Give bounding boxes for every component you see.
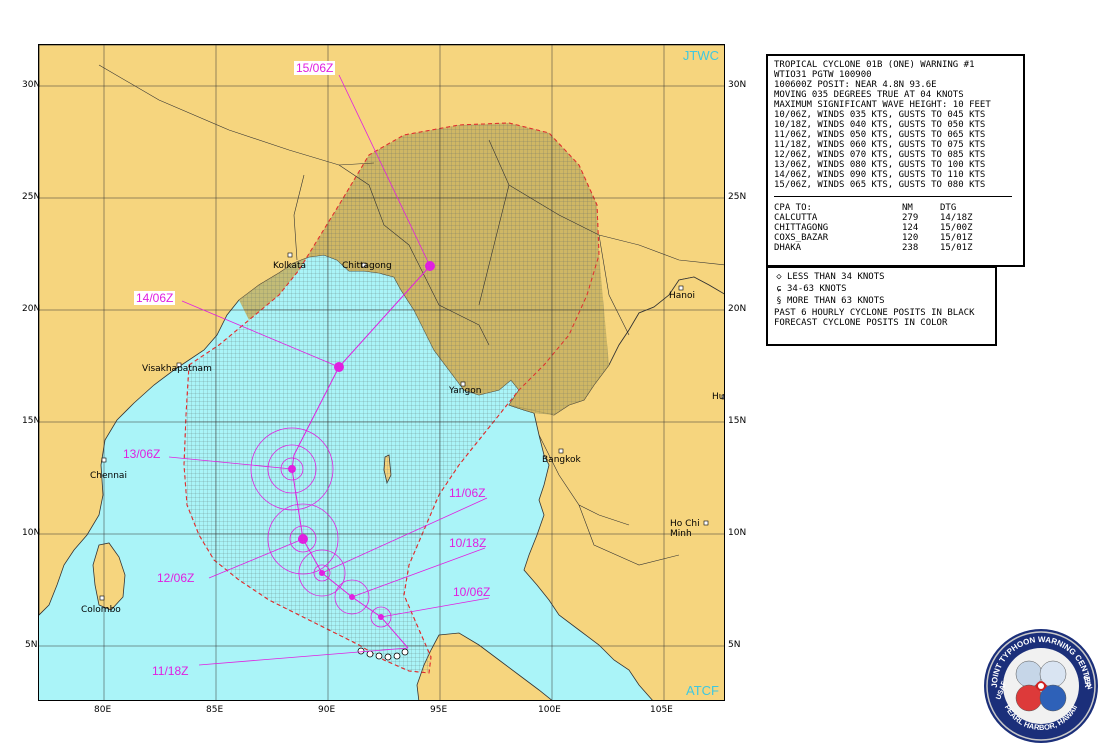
storm-open-icon: ɕ — [776, 284, 782, 294]
cpa-place: DHAKA — [774, 243, 802, 253]
forecast-label: 10/06Z — [453, 585, 491, 599]
forecast-label: 12/06Z — [157, 571, 195, 585]
forecast-label: 15/06Z — [294, 61, 336, 75]
cpa-nm: 120 — [902, 233, 919, 243]
cpa-dtg: 15/01Z — [940, 233, 973, 243]
cpa-row: COXS_BAZAR 120 15/01Z — [774, 233, 1017, 243]
city-label: Chittagong — [342, 261, 392, 271]
warning-line: 100600Z POSIT: NEAR 4.8N 93.6E — [774, 80, 937, 90]
cpa-dtg: 15/01Z — [940, 243, 973, 253]
city-label: Hue — [712, 392, 725, 402]
cpa-place: CALCUTTA — [774, 213, 818, 223]
cpa-header: CPA TO: NM DTG — [774, 203, 1017, 213]
lat-label-right: 15N — [728, 416, 747, 426]
agency-label: JTWC — [682, 48, 719, 63]
cpa-dtg: 14/18Z — [940, 213, 973, 223]
city-label: Bangkok — [542, 455, 581, 465]
lat-label: 25N — [22, 192, 41, 202]
city-label: Hanoi — [669, 291, 695, 301]
warning-line: 15/06Z, WINDS 065 KTS, GUSTS TO 080 KTS — [774, 180, 986, 190]
city-label: Yangon — [449, 386, 482, 396]
forecast-label: 10/18Z — [449, 536, 487, 550]
cpa-row: DHAKA 238 15/01Z — [774, 243, 1017, 253]
divider — [774, 196, 1012, 197]
storm-filled-icon: § — [776, 296, 782, 306]
legend-panel: ◇ LESS THAN 34 KNOTS ɕ 34-63 KNOTS § MOR… — [766, 266, 997, 346]
warning-line: 13/06Z, WINDS 080 KTS, GUSTS TO 100 KTS — [774, 160, 986, 170]
lat-label-right: 30N — [728, 80, 747, 90]
forecast-label: 11/06Z — [449, 486, 486, 500]
lon-label: 90E — [318, 705, 336, 715]
cpa-place: CHITTAGONG — [774, 223, 829, 233]
forecast-label: 13/06Z — [123, 447, 161, 461]
forecast-map: Kolkata Chittagong Hanoi Visakhapatnam Y… — [38, 44, 725, 701]
legend-text: LESS THAN 34 KNOTS — [787, 272, 885, 282]
cpa-row: CALCUTTA 279 14/18Z — [774, 213, 1017, 223]
lat-label-right: 25N — [728, 192, 747, 202]
legend-note: PAST 6 HOURLY CYCLONE POSITS IN BLACK — [774, 308, 975, 318]
warning-line: 11/06Z, WINDS 050 KTS, GUSTS TO 065 KTS — [774, 130, 986, 140]
cpa-header-nm: NM — [902, 203, 913, 213]
cpa-dtg: 15/00Z — [940, 223, 973, 233]
cpa-row: CHITTAGONG 124 15/00Z — [774, 223, 1017, 233]
city-label: Ho Chi Minh — [670, 519, 700, 539]
lat-label: 10N — [22, 528, 41, 538]
cpa-nm: 238 — [902, 243, 919, 253]
lat-label: 15N — [22, 416, 41, 426]
cpa-nm: 279 — [902, 213, 919, 223]
seal-text-right: USN — [1081, 674, 1093, 690]
warning-line: 12/06Z, WINDS 070 KTS, GUSTS TO 085 KTS — [774, 150, 986, 160]
warning-line: 14/06Z, WINDS 090 KTS, GUSTS TO 110 KTS — [774, 170, 986, 180]
warning-line: 11/18Z, WINDS 060 KTS, GUSTS TO 075 KTS — [774, 140, 986, 150]
lat-label: 30N — [22, 80, 41, 90]
borders — [98, 64, 724, 566]
lat-label: 5N — [25, 640, 38, 650]
jtwc-seal: JOINT TYPHOON WARNING CENTER PEARL HARBO… — [983, 628, 1099, 744]
warning-line: MAXIMUM SIGNIFICANT WAVE HEIGHT: 10 FEET — [774, 100, 991, 110]
map-canvas — [39, 45, 724, 700]
cpa-header-dtg: DTG — [940, 203, 957, 213]
cpa-nm: 124 — [902, 223, 919, 233]
warning-line: TROPICAL CYCLONE 01B (ONE) WARNING #1 — [774, 60, 975, 70]
legend-item: ɕ 34-63 KNOTS — [774, 283, 989, 295]
lon-label: 85E — [206, 705, 224, 715]
warning-line: 10/18Z, WINDS 040 KTS, GUSTS TO 050 KTS — [774, 120, 986, 130]
forecast-label: 14/06Z — [134, 291, 176, 305]
city-label: Visakhapatnam — [142, 364, 212, 374]
forecast-label: 11/18Z — [152, 664, 189, 678]
lat-label-right: 20N — [728, 304, 747, 314]
city-markers — [99, 252, 724, 601]
lon-label: 80E — [94, 705, 112, 715]
forecast-track — [168, 74, 490, 666]
city-label: Kolkata — [273, 261, 307, 271]
legend-text: MORE THAN 63 KNOTS — [787, 296, 885, 306]
graticule — [39, 45, 724, 700]
legend-note: FORECAST CYCLONE POSITS IN COLOR — [774, 318, 948, 328]
legend-item: § MORE THAN 63 KNOTS — [774, 295, 989, 307]
city-label: Colombo — [81, 605, 121, 615]
warning-panel: TROPICAL CYCLONE 01B (ONE) WARNING #1 WT… — [766, 54, 1025, 267]
cpa-header-label: CPA TO: — [774, 203, 812, 213]
warning-line: 10/06Z, WINDS 035 KTS, GUSTS TO 045 KTS — [774, 110, 986, 120]
legend-text: 34-63 KNOTS — [787, 284, 847, 294]
legend-item: ◇ LESS THAN 34 KNOTS — [774, 271, 989, 283]
lon-label: 105E — [650, 705, 673, 715]
cpa-place: COXS_BAZAR — [774, 233, 829, 243]
lat-label: 20N — [22, 304, 41, 314]
source-label: ATCF — [686, 683, 719, 698]
lon-label: 95E — [430, 705, 448, 715]
diamond-icon: ◇ — [776, 272, 782, 282]
warning-line: WTIO31 PGTW 100900 — [774, 70, 872, 80]
lon-label: 100E — [538, 705, 561, 715]
warning-line: MOVING 035 DEGREES TRUE AT 04 KNOTS — [774, 90, 964, 100]
lat-label-right: 5N — [728, 640, 741, 650]
lat-label-right: 10N — [728, 528, 747, 538]
city-label: Chennai — [90, 471, 127, 481]
